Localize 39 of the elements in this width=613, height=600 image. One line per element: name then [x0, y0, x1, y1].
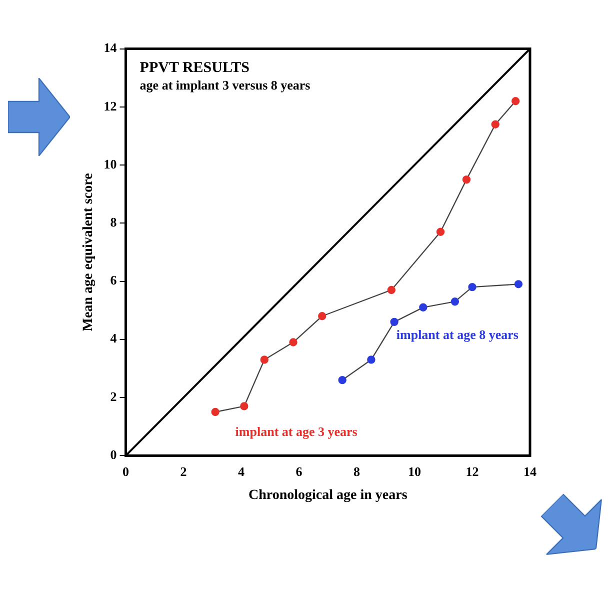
point — [390, 318, 398, 326]
x-tick-label: 8 — [354, 464, 361, 479]
y-axis-title: Mean age equivalent score — [81, 173, 96, 332]
y-tick-label: 10 — [104, 156, 117, 172]
y-tick-label: 12 — [104, 98, 117, 114]
point — [468, 282, 476, 292]
x-tick-label: 4 — [238, 464, 246, 479]
point — [511, 97, 520, 106]
point — [462, 175, 471, 184]
x-tick-label: 0 — [122, 464, 130, 479]
y-tick-label: 14 — [104, 40, 118, 56]
series-label: implant at age 3 years — [235, 424, 358, 439]
x-tick-label: 14 — [524, 464, 537, 479]
x-tick-label: 2 — [180, 464, 187, 479]
point — [514, 280, 523, 288]
point — [491, 120, 500, 128]
point — [450, 297, 460, 306]
y-tick-label: 6 — [110, 272, 118, 288]
point — [240, 402, 248, 410]
point — [289, 338, 298, 346]
point — [211, 408, 220, 416]
y-tick-label: 2 — [110, 388, 117, 404]
text: PPVT RESULTS — [140, 60, 250, 76]
x-axis-title: Chronological age in years — [248, 488, 408, 504]
y-tick-label: 8 — [110, 214, 118, 230]
point — [318, 312, 326, 320]
point — [436, 228, 445, 236]
point — [338, 376, 346, 384]
x-tick-label: 12 — [466, 464, 479, 479]
y-tick-label: 4 — [110, 330, 118, 346]
point — [367, 356, 376, 364]
point — [260, 356, 268, 364]
x-tick-label: 6 — [296, 464, 303, 479]
x-tick-label: 10 — [408, 464, 422, 479]
point — [419, 303, 428, 312]
point — [387, 286, 396, 294]
series-label: implant at age 8 years — [396, 327, 518, 342]
y-tick-label: 0 — [110, 446, 117, 462]
text: age at implant 3 versus 8 years — [140, 78, 310, 93]
